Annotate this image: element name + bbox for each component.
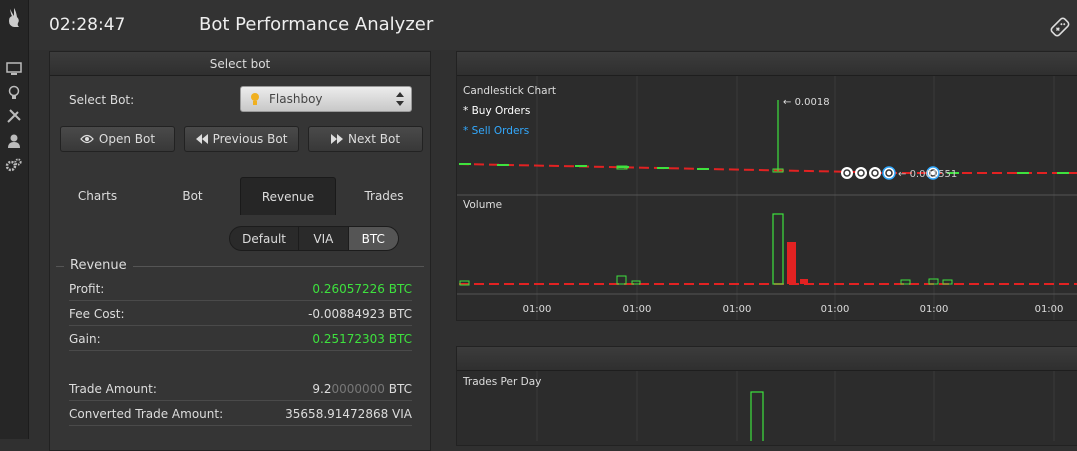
profit-value: 0.26057226 BTC — [312, 282, 412, 296]
next-bot-button[interactable]: Next Bot — [308, 126, 423, 152]
tab-trades[interactable]: Trades — [364, 189, 404, 203]
profit-label: Profit: — [69, 282, 105, 296]
section-divider — [56, 266, 424, 267]
bulb-icon[interactable] — [4, 84, 24, 102]
currency-btc[interactable]: BTC — [348, 227, 398, 250]
order-markers — [841, 166, 940, 180]
trades-per-day-chart[interactable]: Trades Per Day — [457, 371, 1077, 451]
x-tick: 01:00 — [920, 304, 949, 315]
tools-icon[interactable] — [4, 107, 24, 125]
open-bot-label: Open Bot — [98, 132, 156, 146]
converted-label: Converted Trade Amount: — [69, 407, 224, 421]
x-tick: 01:00 — [723, 304, 752, 315]
converted-row: Converted Trade Amount: 35658.91472868 V… — [69, 402, 412, 426]
tab-bot[interactable]: Bot — [182, 189, 203, 203]
candlestick-chart[interactable]: Candlestick Chart * Buy Orders * Sell Or… — [457, 76, 1077, 320]
rabbit-logo-icon[interactable] — [4, 6, 24, 30]
bot-select-value: Flashboy — [269, 92, 323, 106]
previous-bot-label: Previous Bot — [212, 132, 288, 146]
gain-row: Gain: 0.25172303 BTC — [69, 327, 412, 351]
converted-value: 35658.91472868 VIA — [285, 407, 412, 421]
trades-panel-header — [457, 347, 1077, 371]
chart-panel-header — [457, 52, 1077, 76]
currency-default[interactable]: Default — [230, 227, 300, 250]
trade-amount-label: Trade Amount: — [69, 382, 157, 396]
select-bot-label: Select Bot: — [69, 93, 135, 107]
user-icon[interactable] — [4, 132, 24, 150]
next-bot-label: Next Bot — [347, 132, 401, 146]
trade-amount-row: Trade Amount: 9.20000000 BTC — [69, 377, 412, 401]
volume-series — [459, 213, 1077, 286]
profit-row: Profit: 0.26057226 BTC — [69, 277, 412, 301]
x-tick: 01:00 — [821, 304, 850, 315]
x-tick: 01:00 — [523, 304, 552, 315]
chart-title: Candlestick Chart — [463, 85, 556, 97]
legend-sell: * Sell Orders — [463, 125, 529, 137]
revenue-section-title: Revenue — [64, 258, 133, 273]
trades-bar — [750, 391, 764, 451]
panel-title: Select bot — [50, 52, 430, 76]
eye-icon — [80, 134, 94, 144]
sidebar — [0, 0, 29, 439]
legend-buy: * Buy Orders — [463, 105, 530, 117]
fee-value: -0.00884923 BTC — [308, 307, 412, 321]
gain-label: Gain: — [69, 332, 101, 346]
page-title: Bot Performance Analyzer — [199, 14, 434, 35]
bot-select[interactable]: Flashboy — [240, 86, 412, 112]
x-tick: 01:00 — [623, 304, 652, 315]
currency-via[interactable]: VIA — [299, 227, 349, 250]
price-series — [458, 100, 1077, 174]
open-bot-button[interactable]: Open Bot — [60, 126, 175, 152]
top-bar: 02:28:47 Bot Performance Analyzer — [29, 0, 1077, 50]
bot-bulb-icon — [251, 93, 259, 105]
annotation-high: ← 0.0018 — [783, 97, 830, 108]
candlestick-panel: Candlestick Chart * Buy Orders * Sell Or… — [456, 51, 1077, 321]
gamepad-icon[interactable] — [1049, 16, 1071, 38]
x-tick: 01:00 — [1035, 304, 1064, 315]
fee-row: Fee Cost: -0.00884923 BTC — [69, 302, 412, 326]
gain-value: 0.25172303 BTC — [312, 332, 412, 346]
gears-icon[interactable] — [4, 156, 24, 174]
volume-label: Volume — [463, 199, 502, 211]
trade-amount-value: 9.20000000 BTC — [312, 382, 412, 396]
clock: 02:28:47 — [49, 15, 126, 35]
backward-icon — [195, 134, 208, 144]
select-arrows-icon — [396, 92, 404, 106]
tab-charts[interactable]: Charts — [77, 189, 118, 203]
currency-toggle: Default VIA BTC — [229, 226, 399, 251]
previous-bot-button[interactable]: Previous Bot — [184, 126, 299, 152]
tab-revenue[interactable]: Revenue — [240, 177, 336, 215]
bot-tabs: Charts Bot Revenue Trades — [50, 177, 432, 215]
trades-per-day-panel: Trades Per Day — [456, 346, 1077, 451]
trades-chart-title: Trades Per Day — [462, 376, 541, 388]
monitor-icon[interactable] — [4, 60, 24, 78]
fee-label: Fee Cost: — [69, 307, 125, 321]
forward-icon — [330, 134, 343, 144]
annotation-low: ← 0.001551 — [898, 169, 957, 180]
select-bot-panel: Select bot Select Bot: Flashboy Open Bot… — [49, 51, 431, 451]
